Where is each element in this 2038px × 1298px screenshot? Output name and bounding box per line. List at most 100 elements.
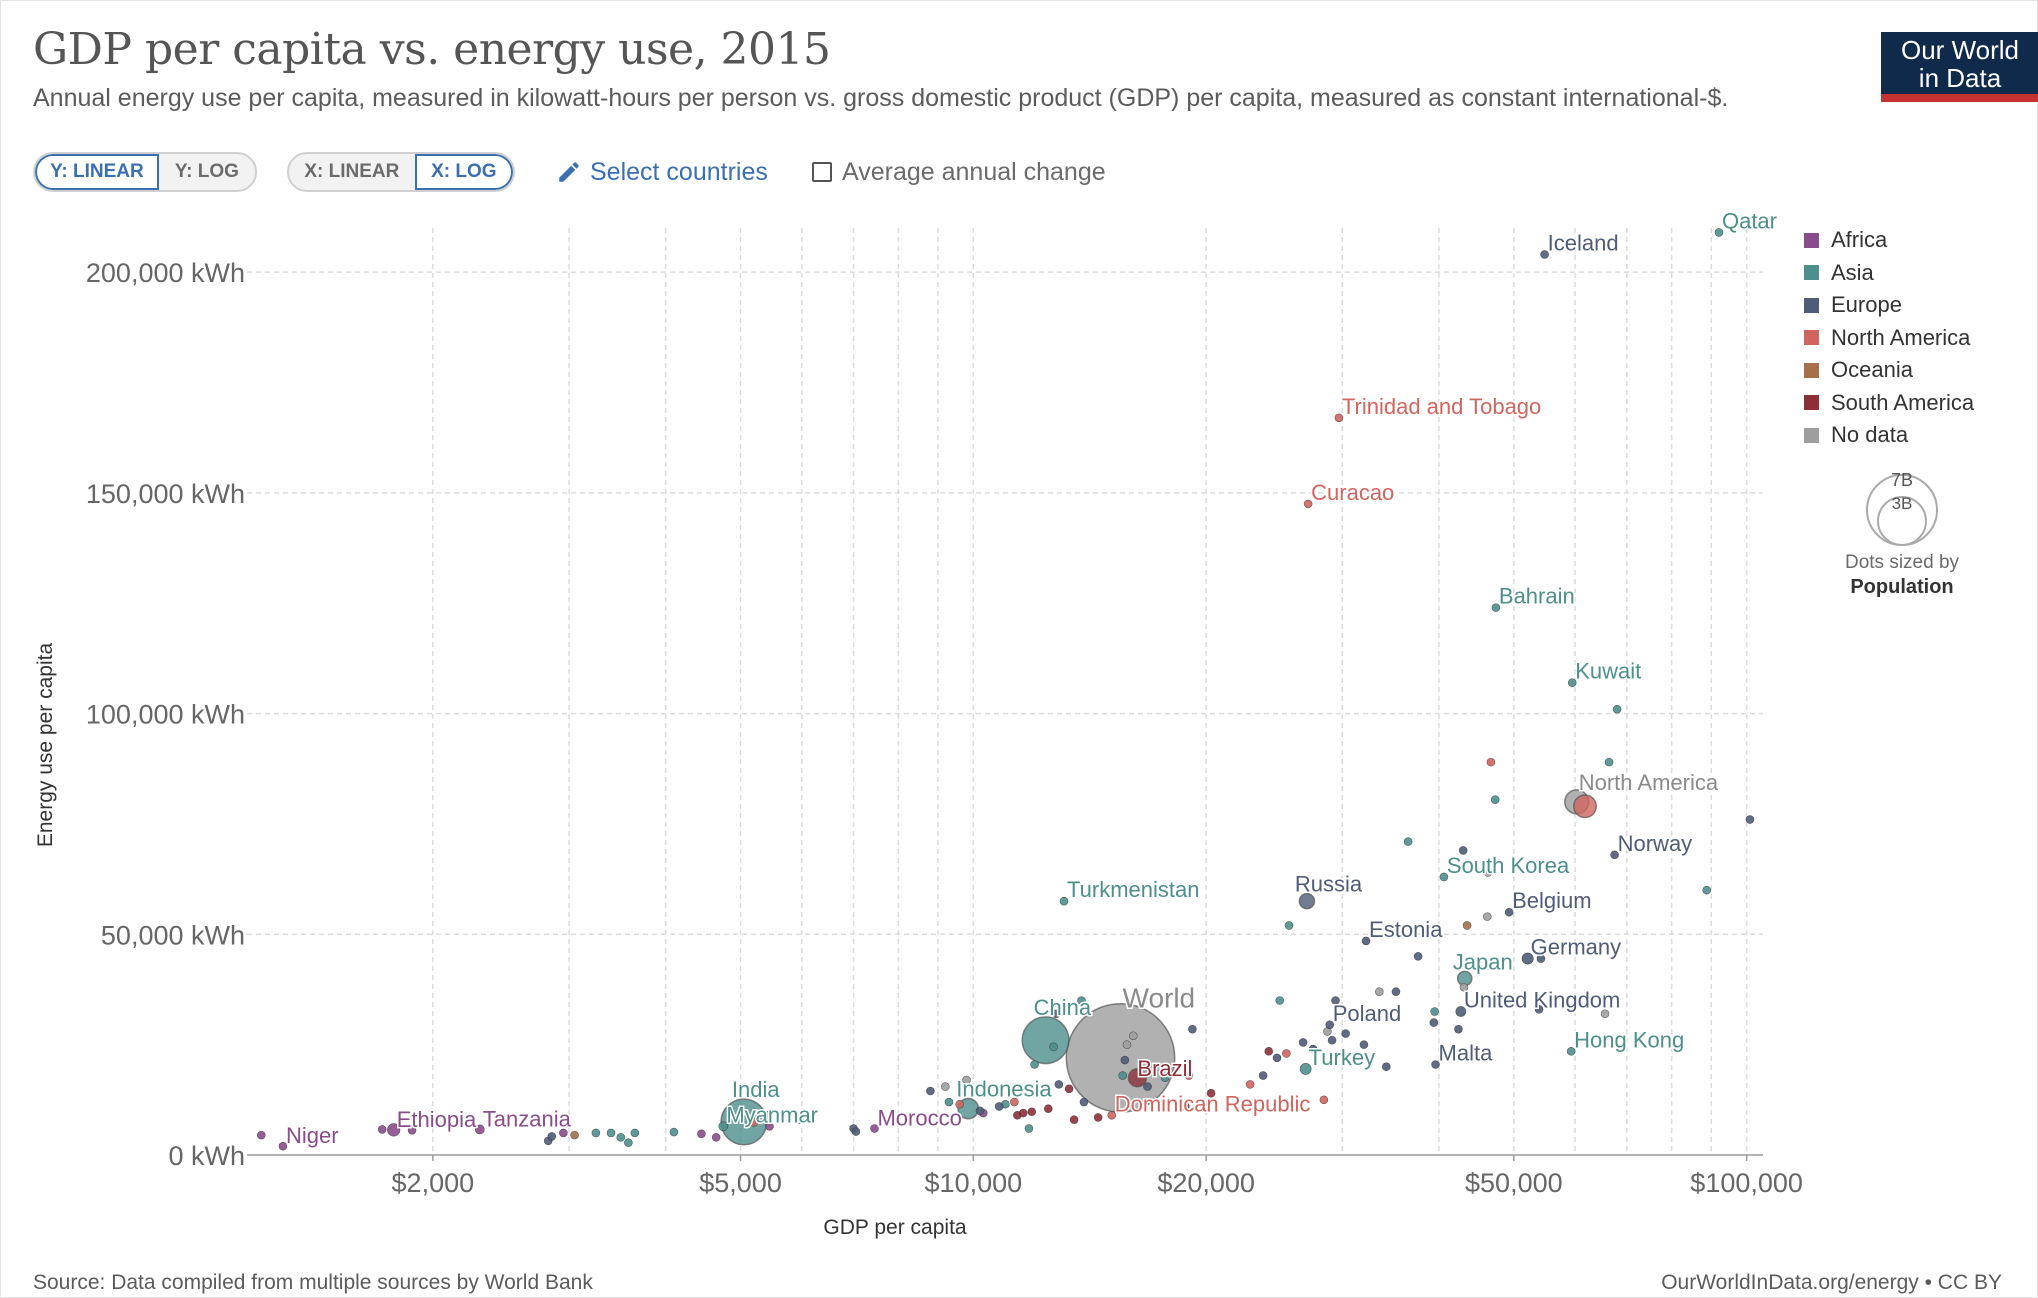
- data-point-unlabeled[interactable]: [407, 1125, 417, 1135]
- data-point-unlabeled[interactable]: [975, 1106, 985, 1116]
- legend-item-south-america[interactable]: South America: [1804, 387, 1974, 420]
- data-point-unlabeled[interactable]: [1341, 1029, 1350, 1038]
- data-point-unlabeled[interactable]: [1319, 1095, 1329, 1105]
- data-point-niger[interactable]: [278, 1141, 288, 1151]
- data-point-unlabeled[interactable]: [1275, 996, 1285, 1005]
- data-point-unlabeled[interactable]: [1308, 1044, 1318, 1054]
- data-point-south-korea[interactable]: [1439, 872, 1449, 882]
- data-point-unlabeled[interactable]: [1413, 952, 1423, 961]
- data-point-unlabeled[interactable]: [1118, 1071, 1127, 1080]
- data-point-unlabeled[interactable]: [616, 1133, 626, 1142]
- data-point-unlabeled[interactable]: [941, 1082, 950, 1091]
- data-point-unlabeled[interactable]: [630, 1128, 640, 1138]
- data-point-unlabeled[interactable]: [1403, 837, 1413, 846]
- data-point-unlabeled[interactable]: [1272, 1053, 1282, 1063]
- y-log-button[interactable]: Y: LOG: [174, 161, 239, 182]
- data-point-unlabeled[interactable]: [1298, 1038, 1308, 1047]
- data-point-morocco[interactable]: [870, 1124, 879, 1133]
- data-point-belgium[interactable]: [1504, 907, 1514, 917]
- data-point-unlabeled[interactable]: [570, 1130, 579, 1140]
- data-point-unlabeled[interactable]: [1077, 996, 1086, 1005]
- data-point-unlabeled[interactable]: [1284, 921, 1294, 930]
- data-point-tanzania[interactable]: [474, 1124, 485, 1135]
- data-point-iceland[interactable]: [1540, 250, 1549, 259]
- data-point-unlabeled[interactable]: [1454, 1024, 1463, 1034]
- data-point-unlabeled[interactable]: [1160, 1073, 1170, 1083]
- legend-item-asia[interactable]: Asia: [1804, 257, 1974, 290]
- data-point-unlabeled[interactable]: [1612, 704, 1622, 714]
- data-point-unlabeled[interactable]: [559, 1128, 568, 1138]
- data-point-unlabeled[interactable]: [926, 1086, 935, 1096]
- data-point-turkey[interactable]: [1299, 1063, 1312, 1075]
- data-point-unlabeled[interactable]: [711, 1133, 721, 1142]
- data-point-unlabeled[interactable]: [1486, 757, 1496, 767]
- data-point-unlabeled[interactable]: [994, 1102, 1004, 1111]
- data-point-unlabeled[interactable]: [1024, 1124, 1034, 1133]
- data-point-unlabeled[interactable]: [377, 1125, 387, 1134]
- data-point-unlabeled[interactable]: [1069, 1115, 1079, 1124]
- data-point-unlabeled[interactable]: [1745, 815, 1755, 824]
- x-linear-button[interactable]: X: LINEAR: [304, 161, 400, 182]
- data-point-hong-kong[interactable]: [1566, 1046, 1576, 1056]
- data-point-unlabeled[interactable]: [624, 1138, 633, 1147]
- data-point-unlabeled[interactable]: [1051, 1009, 1061, 1019]
- data-point-unlabeled[interactable]: [669, 1127, 679, 1137]
- data-point-unlabeled[interactable]: [1030, 1060, 1039, 1069]
- data-point-unlabeled[interactable]: [1381, 1062, 1391, 1072]
- data-point-unlabeled[interactable]: [1572, 794, 1598, 819]
- data-point-russia[interactable]: [1298, 892, 1316, 910]
- data-point-unlabeled[interactable]: [794, 1115, 804, 1124]
- data-point-unlabeled[interactable]: [1064, 1084, 1074, 1094]
- average-annual-change-toggle[interactable]: Average annual change: [812, 154, 1106, 190]
- data-point-myanmar[interactable]: [718, 1121, 729, 1132]
- data-point-unlabeled[interactable]: [1534, 1005, 1544, 1014]
- data-point-unlabeled[interactable]: [591, 1128, 601, 1138]
- data-point-unlabeled[interactable]: [697, 1129, 706, 1139]
- data-point-united-kingdom[interactable]: [1455, 1006, 1467, 1017]
- data-point-unlabeled[interactable]: [1184, 1071, 1194, 1080]
- data-point-unlabeled[interactable]: [1375, 987, 1384, 996]
- data-point-unlabeled[interactable]: [1122, 1040, 1132, 1049]
- legend-item-oceania[interactable]: Oceania: [1804, 354, 1974, 387]
- data-point-ethiopia[interactable]: [387, 1123, 401, 1137]
- data-point-unlabeled[interactable]: [1490, 795, 1500, 804]
- data-point-unlabeled[interactable]: [1459, 982, 1469, 992]
- data-point-unlabeled[interactable]: [1258, 1071, 1268, 1080]
- legend-item-europe[interactable]: Europe: [1804, 289, 1974, 322]
- data-point-unlabeled[interactable]: [1027, 1107, 1037, 1117]
- data-point-unlabeled[interactable]: [955, 1099, 964, 1109]
- data-point-dominican-republic[interactable]: [1107, 1110, 1117, 1120]
- data-point-unlabeled[interactable]: [1600, 1009, 1610, 1019]
- data-point-qatar[interactable]: [1714, 228, 1724, 237]
- data-point-unlabeled[interactable]: [1128, 1031, 1138, 1041]
- data-point-unlabeled[interactable]: [1327, 1035, 1337, 1045]
- data-point-china[interactable]: [1021, 1016, 1070, 1065]
- y-linear-button[interactable]: Y: LINEAR: [35, 154, 159, 190]
- average-annual-change-checkbox[interactable]: [812, 162, 832, 182]
- data-point-unlabeled[interactable]: [762, 1110, 771, 1120]
- data-point-unlabeled[interactable]: [547, 1132, 557, 1141]
- data-point-poland[interactable]: [1325, 1020, 1335, 1030]
- data-point-unlabeled[interactable]: [1429, 1018, 1439, 1027]
- data-point-unlabeled[interactable]: [765, 1122, 774, 1131]
- data-point-kuwait[interactable]: [1567, 678, 1577, 687]
- data-point-unlabeled[interactable]: [1181, 1102, 1190, 1111]
- data-point-india[interactable]: [720, 1098, 768, 1146]
- data-point-unlabeled[interactable]: [851, 1127, 861, 1136]
- data-point-unlabeled[interactable]: [1430, 1007, 1439, 1016]
- data-point-unlabeled[interactable]: [1391, 987, 1401, 996]
- legend-item-north-america[interactable]: North America: [1804, 322, 1974, 355]
- data-point-germany[interactable]: [1521, 952, 1534, 965]
- data-point-unlabeled[interactable]: [1093, 1113, 1103, 1122]
- data-point-unlabeled[interactable]: [1458, 846, 1468, 855]
- data-point-estonia[interactable]: [1361, 936, 1371, 946]
- data-point-malta[interactable]: [1431, 1060, 1440, 1069]
- data-point-unlabeled[interactable]: [962, 1075, 971, 1085]
- data-point-unlabeled[interactable]: [1054, 1080, 1064, 1089]
- data-point-unlabeled[interactable]: [1462, 921, 1472, 930]
- credit-link[interactable]: OurWorldInData.org/energy • CC BY: [1661, 1271, 2002, 1294]
- data-point-norway[interactable]: [1610, 850, 1619, 860]
- data-point-curacao[interactable]: [1303, 499, 1313, 509]
- data-point-unlabeled[interactable]: [1264, 1046, 1274, 1056]
- data-point-unlabeled[interactable]: [1702, 885, 1712, 895]
